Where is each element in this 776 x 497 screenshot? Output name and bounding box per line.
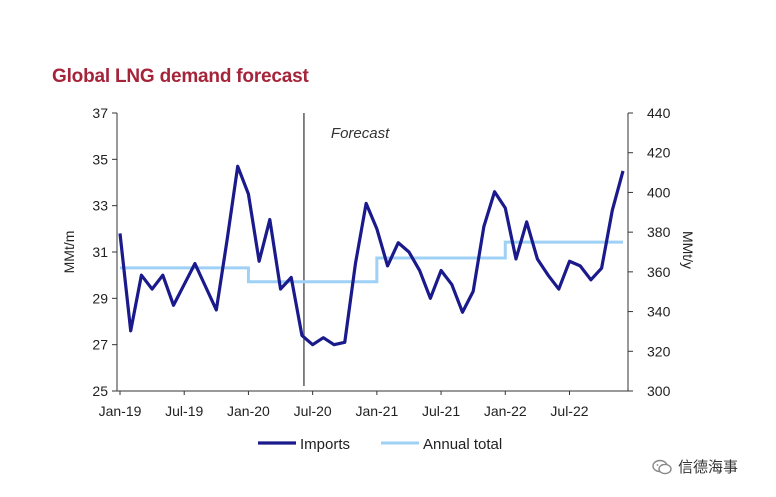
x-tick-label: Jul-19: [165, 403, 203, 419]
x-tick-label: Jan-22: [484, 403, 527, 419]
right-axis-ticks: 300 320 340 360 380 400 420 440: [628, 105, 671, 399]
right-tick-label: 380: [647, 224, 671, 240]
x-tick-label: Jul-21: [422, 403, 460, 419]
right-tick-label: 360: [647, 264, 671, 280]
forecast-annotation: Forecast: [331, 125, 390, 142]
legend: Imports Annual total: [258, 436, 502, 453]
right-tick-label: 340: [647, 304, 671, 320]
legend-imports-label: Imports: [300, 436, 350, 453]
left-axis-title: MMt/m: [61, 231, 77, 274]
left-tick-label: 33: [92, 198, 108, 214]
left-tick-label: 29: [92, 290, 108, 306]
x-axis-ticks: Jan-19 Jul-19 Jan-20 Jul-20 Jan-21 Jul-21 Jan-…: [99, 391, 589, 419]
right-axis-title: MMt/y: [680, 231, 696, 269]
x-tick-label: Jul-22: [550, 403, 588, 419]
left-axis-ticks: 25 27 29 31 33 35 37: [92, 105, 117, 399]
right-tick-label: 440: [647, 105, 671, 121]
chart-axes: Forecast MMt/m MMt/y: [61, 113, 696, 392]
x-tick-label: Jul-20: [294, 403, 332, 419]
x-tick-label: Jan-20: [227, 403, 270, 419]
watermark-text: 信德海事: [678, 459, 739, 476]
left-tick-label: 37: [92, 105, 108, 121]
legend-annual-total-label: Annual total: [423, 436, 502, 453]
right-tick-label: 400: [647, 184, 671, 200]
right-tick-label: 420: [647, 145, 671, 161]
chart-title: Global LNG demand forecast: [52, 66, 309, 87]
left-tick-label: 27: [92, 337, 108, 353]
left-tick-label: 35: [92, 151, 108, 167]
left-tick-label: 25: [92, 383, 108, 399]
series-group: [118, 164, 625, 347]
x-tick-label: Jan-19: [99, 403, 142, 419]
x-tick-label: Jan-21: [355, 403, 398, 419]
series-imports-line: [118, 164, 625, 347]
right-tick-label: 320: [647, 343, 671, 359]
left-tick-label: 31: [92, 244, 108, 260]
watermark: 信德海事: [652, 456, 738, 477]
wechat-icon: [652, 459, 672, 475]
right-tick-label: 300: [647, 383, 671, 399]
